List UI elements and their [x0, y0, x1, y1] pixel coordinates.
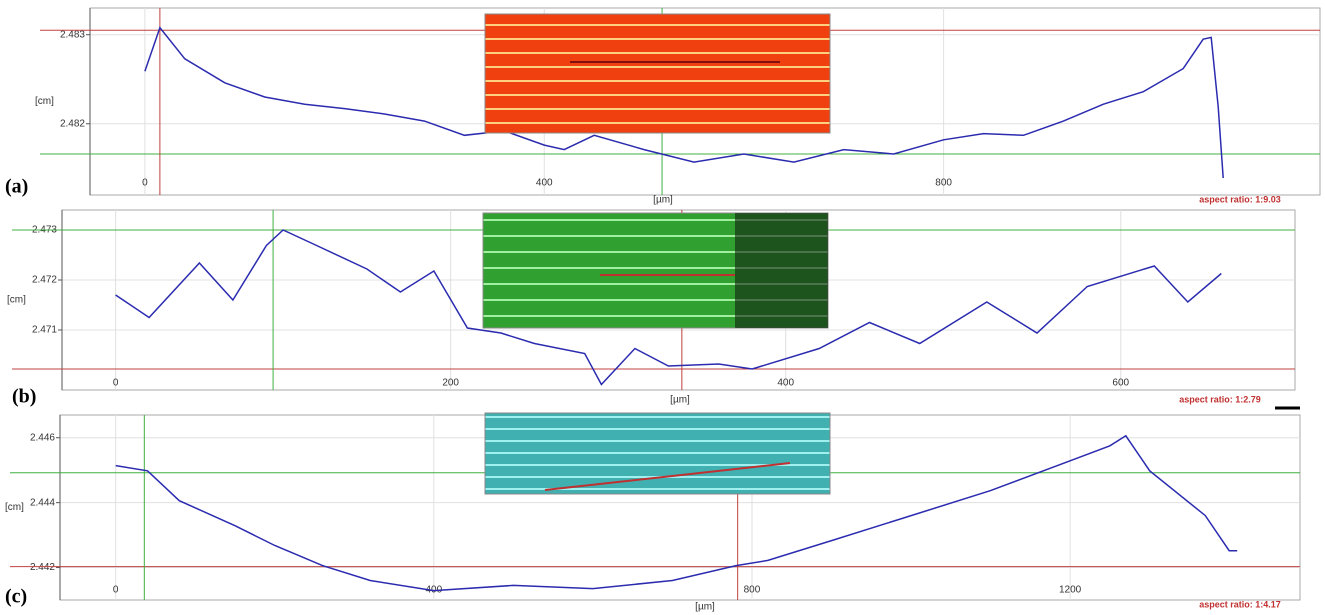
x-tick-label: 800 — [935, 178, 952, 189]
y-tick-label: 2.446 — [30, 432, 55, 443]
x-tick-label: 200 — [442, 378, 459, 389]
y-tick-label: 2.472 — [32, 275, 57, 286]
x-axis-label: [µm] — [695, 602, 715, 613]
x-tick-label: 1200 — [1059, 585, 1082, 596]
panel-label: (b) — [12, 386, 36, 408]
y-axis-label: [cm] — [7, 295, 26, 306]
y-tick-label: 2.444 — [30, 497, 55, 508]
y-axis-label: [cm] — [35, 96, 54, 107]
aspect-ratio: aspect ratio: 1:4.17 — [1199, 599, 1281, 609]
x-tick-label: 800 — [744, 585, 761, 596]
panel-label: (a) — [5, 176, 28, 198]
aspect-ratio: aspect ratio: 1:9.03 — [1199, 194, 1281, 204]
x-axis-label: [µm] — [653, 195, 673, 206]
x-tick-label: 400 — [536, 178, 553, 189]
y-tick-label: 2.483 — [60, 29, 85, 40]
panel-label: (c) — [5, 586, 27, 608]
inset-image — [485, 413, 830, 494]
y-tick-label: 2.482 — [60, 118, 85, 129]
x-tick-label: 0 — [142, 178, 148, 189]
y-tick-label: 2.471 — [32, 325, 57, 336]
inset-dark — [735, 213, 828, 328]
inset-images — [483, 14, 830, 494]
aspect-ratio: aspect ratio: 1:2.79 — [1179, 394, 1261, 404]
y-tick-label: 2.442 — [30, 562, 55, 573]
x-tick-label: 400 — [777, 378, 794, 389]
figure: 0 400 800 2.482 2.483 [cm] [µm] (a) aspect ratio… — [0, 0, 1325, 615]
x-tick-label: 0 — [113, 585, 119, 596]
x-tick-label: 600 — [1112, 378, 1129, 389]
y-axis-label: [cm] — [5, 502, 24, 513]
inset-image — [485, 14, 830, 133]
x-axis-label: [µm] — [670, 395, 690, 406]
x-tick-label: 0 — [113, 378, 119, 389]
